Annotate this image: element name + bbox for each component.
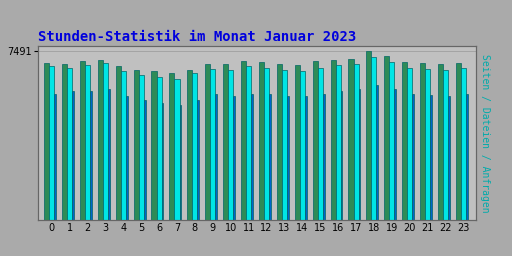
Bar xyxy=(295,65,300,220)
Bar xyxy=(116,66,121,220)
Bar xyxy=(430,95,432,220)
Bar xyxy=(438,64,443,220)
Bar xyxy=(98,60,103,220)
Bar xyxy=(461,68,466,220)
Bar xyxy=(169,73,175,220)
Bar xyxy=(264,68,269,220)
Bar xyxy=(80,61,85,220)
Bar xyxy=(246,66,251,220)
Bar xyxy=(134,70,139,220)
Bar xyxy=(139,76,144,220)
Bar xyxy=(389,62,394,220)
Bar xyxy=(323,93,325,220)
Bar xyxy=(108,89,110,220)
Bar xyxy=(443,70,448,220)
Bar xyxy=(241,61,246,220)
Bar xyxy=(72,91,74,220)
Bar xyxy=(103,63,108,220)
Bar xyxy=(90,91,92,220)
Bar xyxy=(193,73,198,220)
Bar xyxy=(44,63,49,220)
Bar xyxy=(233,96,235,220)
Bar xyxy=(420,63,425,220)
Bar xyxy=(305,96,307,220)
Bar xyxy=(331,60,335,220)
Bar xyxy=(228,70,233,220)
Bar xyxy=(349,59,353,220)
Bar xyxy=(67,68,72,220)
Bar xyxy=(223,64,228,220)
Bar xyxy=(384,56,389,220)
Bar xyxy=(402,62,407,220)
Bar xyxy=(466,93,468,220)
Bar xyxy=(282,70,287,220)
Bar xyxy=(49,66,54,220)
Bar xyxy=(157,77,162,220)
Bar xyxy=(371,57,376,220)
Bar xyxy=(152,71,157,220)
Bar xyxy=(318,68,323,220)
Bar xyxy=(394,89,396,220)
Bar xyxy=(121,71,126,220)
Bar xyxy=(335,65,340,220)
Bar xyxy=(376,84,378,220)
Bar xyxy=(205,64,210,220)
Bar xyxy=(210,69,216,220)
Bar xyxy=(269,93,271,220)
Bar xyxy=(367,51,371,220)
Bar xyxy=(62,64,67,220)
Bar xyxy=(175,79,180,220)
Bar xyxy=(407,68,412,220)
Bar xyxy=(313,61,318,220)
Y-axis label: Seiten / Dateien / Anfragen: Seiten / Dateien / Anfragen xyxy=(480,54,490,212)
Bar xyxy=(300,71,305,220)
Bar xyxy=(180,105,181,220)
Bar xyxy=(198,100,199,220)
Bar xyxy=(448,96,450,220)
Bar xyxy=(162,103,163,220)
Bar xyxy=(425,69,430,220)
Bar xyxy=(259,62,264,220)
Bar xyxy=(144,100,145,220)
Bar xyxy=(277,64,282,220)
Bar xyxy=(456,63,461,220)
Bar xyxy=(287,96,289,220)
Bar xyxy=(85,65,90,220)
Bar xyxy=(412,93,414,220)
Bar xyxy=(340,91,343,220)
Bar xyxy=(251,93,253,220)
Text: Stunden-Statistik im Monat Januar 2023: Stunden-Statistik im Monat Januar 2023 xyxy=(38,29,357,44)
Bar xyxy=(216,93,217,220)
Bar xyxy=(187,70,193,220)
Bar xyxy=(126,96,127,220)
Bar xyxy=(353,64,358,220)
Bar xyxy=(54,93,56,220)
Bar xyxy=(358,89,360,220)
